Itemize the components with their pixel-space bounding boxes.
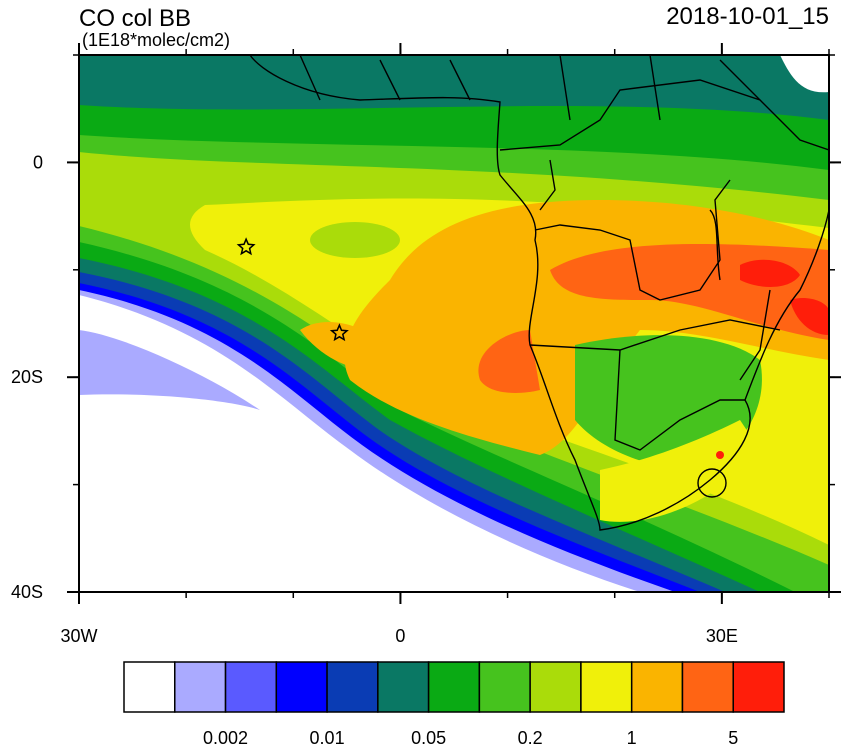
x-tick-label: 0 (395, 626, 405, 646)
units: (1E18*molec/cm2) (82, 30, 230, 50)
date: 2018-10-01_15 (666, 3, 829, 30)
colorbar-label: 0.01 (310, 728, 345, 747)
frame (78, 54, 830, 593)
colorbar-box (174, 661, 227, 713)
x-tick-label: 30E (706, 626, 738, 646)
colorbar-label: 0.2 (518, 728, 543, 747)
y-tick-label: 20S (11, 367, 43, 387)
colorbar-box (275, 661, 328, 713)
colorbar-box (377, 661, 430, 713)
colorbar-box (630, 661, 684, 713)
site-marker (329, 323, 349, 342)
colorbar-box (224, 661, 278, 713)
colorbar-box (123, 661, 176, 713)
colorbar-label: 1 (627, 728, 637, 747)
colorbar-box (427, 661, 481, 713)
y-tick-label: 0 (33, 152, 43, 172)
colorbar-box (478, 661, 531, 713)
colorbar-label: 5 (728, 728, 738, 747)
field (79, 55, 829, 592)
title: CO col BB (79, 5, 191, 32)
colorbar-label: 0.002 (203, 728, 248, 747)
colorbar-label: 0.05 (411, 728, 446, 747)
colorbar-box (326, 661, 379, 713)
colorbar-box (580, 661, 633, 713)
x-tick-label: 30W (60, 626, 97, 646)
colorbar-box (681, 661, 734, 713)
site-marker (236, 237, 256, 256)
colorbar-box (529, 661, 582, 713)
colorbar-box (732, 661, 785, 713)
y-tick-label: 40S (11, 582, 43, 602)
